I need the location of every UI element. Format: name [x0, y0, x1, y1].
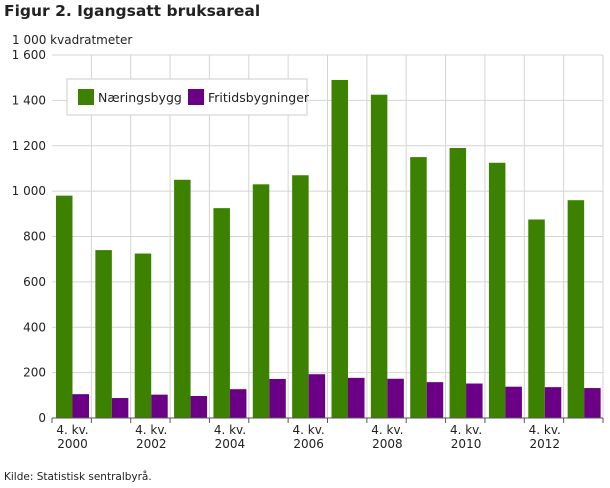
bar-naeringsbygg: [56, 195, 73, 418]
x-tick-label: 2004: [215, 437, 246, 451]
y-tick-label: 200: [23, 366, 46, 380]
bar-fritidsbygninger: [348, 377, 365, 418]
x-tick-label: 2012: [530, 437, 561, 451]
x-tick-label: 2002: [136, 437, 167, 451]
bar-naeringsbygg: [174, 179, 191, 418]
bar-naeringsbygg: [488, 162, 506, 418]
x-tick-label: 2010: [451, 437, 482, 451]
bar-fritidsbygninger: [466, 383, 483, 418]
y-tick-label: 800: [23, 230, 46, 244]
bar-fritidsbygninger: [308, 374, 326, 418]
legend-box: [66, 78, 308, 116]
bar-naeringsbygg: [134, 253, 152, 418]
x-tick-label: 2008: [372, 437, 403, 451]
legend-swatch-fritidsbygninger: [188, 89, 204, 105]
bar-naeringsbygg: [292, 175, 309, 418]
x-tick-label: 4. kv.: [529, 423, 561, 437]
bar-naeringsbygg: [95, 250, 112, 418]
x-tick-label: 4. kv.: [56, 423, 88, 437]
legend-label-naeringsbygg: Næringsbygg: [98, 90, 182, 105]
y-tick-label: 400: [23, 320, 46, 334]
bar-fritidsbygninger: [544, 387, 562, 418]
y-tick-label: 1 200: [12, 139, 46, 153]
bars: [56, 79, 601, 419]
bar-fritidsbygninger: [426, 382, 444, 418]
bar-fritidsbygninger: [72, 394, 89, 418]
x-tick-label: 4. kv.: [135, 423, 167, 437]
bar-fritidsbygninger: [151, 394, 168, 418]
bar-fritidsbygninger: [584, 388, 601, 418]
x-tick-label: 4. kv.: [450, 423, 482, 437]
bar-naeringsbygg: [252, 184, 270, 418]
bar-naeringsbygg: [331, 79, 348, 419]
chart-title: Figur 2. Igangsatt bruksareal: [4, 2, 261, 20]
legend-label-fritidsbygninger: Fritidsbygninger: [208, 90, 310, 105]
bar-fritidsbygninger: [269, 378, 286, 418]
y-axis-unit-label: 1 000 kvadratmeter: [12, 33, 133, 47]
y-tick-label: 600: [23, 275, 46, 289]
x-tick-label: 4. kv.: [214, 423, 246, 437]
legend: Næringsbygg Fritidsbygninger: [66, 78, 310, 116]
bar-naeringsbygg: [410, 157, 427, 418]
bar-naeringsbygg: [528, 219, 545, 418]
bar-fritidsbygninger: [111, 398, 129, 418]
bar-naeringsbygg: [213, 208, 230, 418]
legend-swatch-naeringsbygg: [78, 89, 94, 105]
source-note: Kilde: Statistisk sentralbyrå.: [4, 471, 152, 483]
y-tick-label: 1 000: [12, 184, 46, 198]
x-tick-label: 2000: [57, 437, 88, 451]
bar-naeringsbygg: [370, 94, 388, 418]
x-tick-label: 4. kv.: [371, 423, 403, 437]
bar-naeringsbygg: [567, 200, 585, 418]
y-tick-label: 1 400: [12, 93, 46, 107]
y-tick-label: 1 600: [12, 48, 46, 62]
bar-fritidsbygninger: [505, 386, 522, 418]
bar-fritidsbygninger: [190, 395, 208, 418]
x-tick-label: 2006: [293, 437, 324, 451]
bar-fritidsbygninger: [387, 378, 404, 418]
x-tick-label: 4. kv.: [293, 423, 325, 437]
bar-naeringsbygg: [449, 148, 467, 419]
bar-fritidsbygninger: [229, 389, 247, 418]
y-tick-label: 0: [38, 411, 46, 425]
